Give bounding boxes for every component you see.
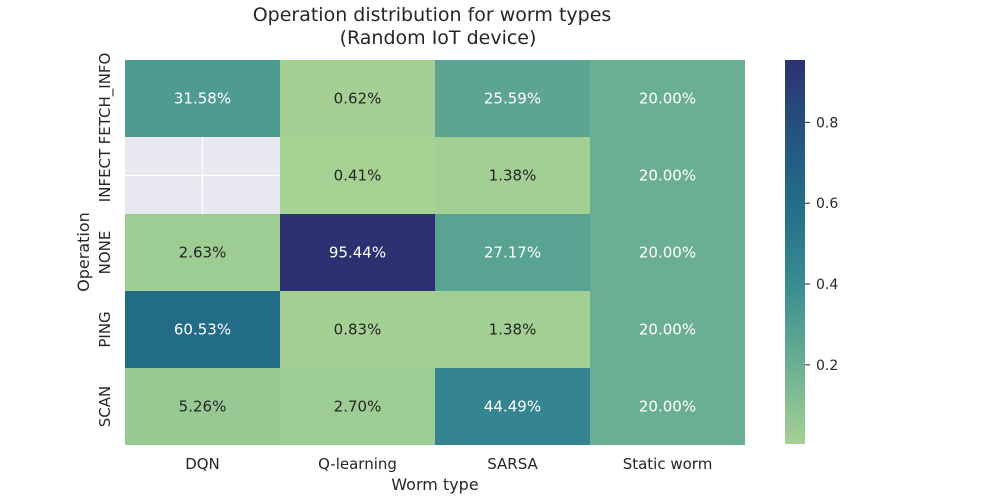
cell-value-label: 1.38% xyxy=(489,321,537,339)
heatmap-cell xyxy=(590,214,745,291)
y-axis-label: Operation xyxy=(74,212,93,292)
chart-title-line-2: (Random IoT device) xyxy=(340,27,537,49)
heatmap-cell xyxy=(125,60,280,137)
y-tick-labels: FETCH_INFO INFECT NONE PING SCAN xyxy=(96,53,115,428)
cell-value-label: 20.00% xyxy=(639,90,696,108)
heatmap-cell xyxy=(125,214,280,291)
y-tick-label: NONE xyxy=(96,231,114,275)
chart-title-line-1: Operation distribution for worm types xyxy=(253,4,612,26)
x-tick-label: Q-learning xyxy=(318,455,397,473)
heatmap-cell xyxy=(590,137,745,214)
heatmap-cell xyxy=(280,60,435,137)
heatmap-cell xyxy=(280,214,435,291)
y-tick-label: FETCH_INFO xyxy=(96,53,115,145)
cell-value-label: 20.00% xyxy=(639,398,696,416)
x-tick-labels: DQN Q-learning SARSA Static worm xyxy=(185,455,712,473)
heatmap-cell xyxy=(435,368,590,445)
heatmap-cell xyxy=(590,60,745,137)
cell-value-label: 20.00% xyxy=(639,321,696,339)
y-tick-label: SCAN xyxy=(96,386,114,427)
heatmap-cells: 31.58% 0.62% 25.59% 20.00% 0.41% 1.38% 20.00% 2… xyxy=(125,60,745,445)
x-tick-label: DQN xyxy=(185,455,220,473)
heatmap-cell xyxy=(280,368,435,445)
heatmap-cell xyxy=(125,368,280,445)
cell-value-label: 95.44% xyxy=(329,244,386,262)
cell-value-label: 25.59% xyxy=(484,90,541,108)
heatmap-cell xyxy=(590,368,745,445)
colorbar xyxy=(785,60,805,444)
colorbar-ticks: 0.2 0.4 0.6 0.8 xyxy=(805,115,838,374)
cell-value-label: 27.17% xyxy=(484,244,541,262)
cell-value-label: 0.83% xyxy=(334,321,382,339)
cell-value-label: 0.41% xyxy=(334,167,382,185)
cell-value-label: 0.62% xyxy=(334,90,382,108)
colorbar-tick-label: 0.6 xyxy=(816,196,838,212)
cell-value-label: 20.00% xyxy=(639,244,696,262)
cell-value-label: 5.26% xyxy=(179,398,227,416)
heatmap-cell xyxy=(280,137,435,214)
colorbar-tick-label: 0.2 xyxy=(816,358,838,374)
cell-value-label: 44.49% xyxy=(484,398,541,416)
cell-value-label: 60.53% xyxy=(174,321,231,339)
colorbar-tick-label: 0.8 xyxy=(816,115,838,131)
cell-value-label: 1.38% xyxy=(489,167,537,185)
heatmap-cell xyxy=(590,291,745,368)
cell-value-label: 31.58% xyxy=(174,90,231,108)
x-axis-label: Worm type xyxy=(391,475,478,494)
cell-value-label: 2.63% xyxy=(179,244,227,262)
colorbar-tick-label: 0.4 xyxy=(816,277,838,293)
x-tick-label: SARSA xyxy=(487,455,538,473)
cell-value-label: 2.70% xyxy=(334,398,382,416)
heatmap-cell xyxy=(435,291,590,368)
y-tick-label: PING xyxy=(96,311,114,347)
y-tick-label: INFECT xyxy=(96,148,114,202)
cell-value-label: 20.00% xyxy=(639,167,696,185)
heatmap-cell xyxy=(435,60,590,137)
heatmap-cell xyxy=(435,214,590,291)
heatmap-cell xyxy=(435,137,590,214)
heatmap-cell xyxy=(125,291,280,368)
x-tick-label: Static worm xyxy=(623,455,713,473)
heatmap-cell xyxy=(280,291,435,368)
